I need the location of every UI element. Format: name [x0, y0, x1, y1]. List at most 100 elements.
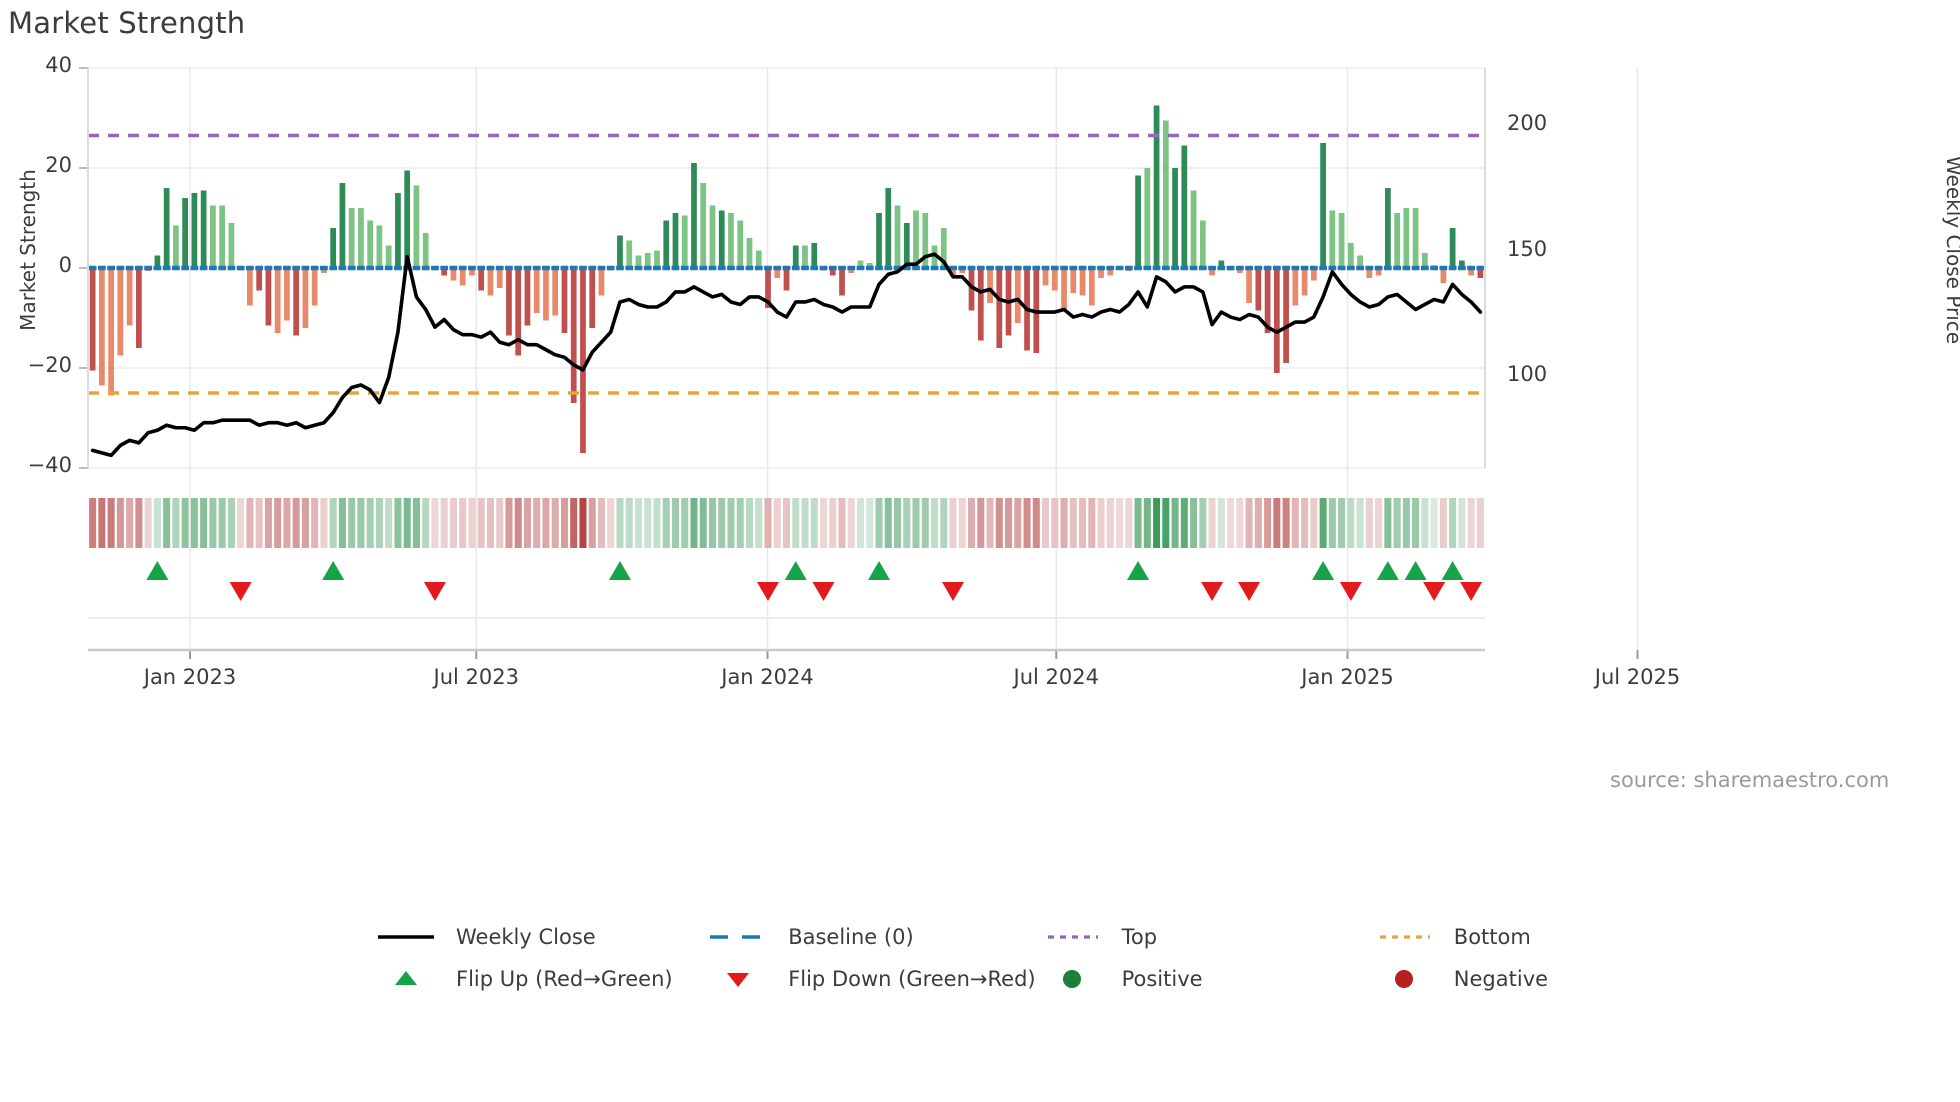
legend-item[interactable]: Top [1036, 925, 1368, 949]
bar [1283, 268, 1289, 363]
bar [1190, 190, 1197, 268]
heatmap-cell [570, 498, 578, 548]
bar [1459, 260, 1465, 268]
heatmap-cell [153, 498, 161, 548]
heatmap-cell [847, 498, 855, 548]
heatmap-cell [301, 498, 309, 548]
bar [598, 268, 605, 296]
legend-item[interactable]: Negative [1368, 967, 1700, 991]
bar [866, 263, 873, 268]
heatmap-cell [1310, 498, 1318, 548]
bar [496, 268, 503, 288]
bar [395, 193, 401, 268]
heatmap-cell [736, 498, 744, 548]
bar [89, 268, 96, 371]
heatmap-cell [200, 498, 208, 548]
heatmap-cell [1291, 498, 1299, 548]
heatmap-cell [237, 498, 245, 548]
bar [654, 250, 660, 268]
bar [1144, 168, 1151, 268]
bar [737, 220, 744, 268]
bar [182, 198, 189, 268]
bar [1468, 268, 1474, 276]
bar [626, 240, 633, 268]
heatmap-cell [1245, 498, 1253, 548]
legend-label: Baseline (0) [788, 925, 914, 949]
heatmap-cell [1180, 498, 1188, 548]
heatmap-cell [1143, 498, 1151, 548]
flip-down-marker [1238, 582, 1261, 601]
flip-up-marker [608, 561, 631, 580]
heatmap-cell [968, 498, 976, 548]
x-axis-tick-label: Jan 2024 [721, 665, 814, 689]
heatmap-cell [292, 498, 300, 548]
heatmap-cell [1375, 498, 1383, 548]
heatmap-cell [1301, 498, 1309, 548]
bar [617, 235, 623, 268]
bar [404, 170, 411, 268]
heatmap-cell [459, 498, 467, 548]
bar [876, 213, 882, 268]
heatmap-cell [107, 498, 115, 548]
flip-up-marker [1441, 561, 1464, 580]
heatmap-cell [449, 498, 457, 548]
axis-lines [87, 68, 1486, 652]
heatmap-cell [116, 498, 124, 548]
y-axis-left-tick-label: −40 [27, 453, 72, 477]
legend-label: Top [1121, 925, 1158, 949]
heatmap-cell [579, 498, 587, 548]
heatmap-cell [551, 498, 559, 548]
bar [228, 223, 235, 268]
bar [718, 210, 725, 268]
heatmap-cell [810, 498, 818, 548]
legend-item[interactable]: Bottom [1368, 925, 1700, 949]
heatmap-cell [597, 498, 605, 548]
bar [1070, 268, 1077, 293]
legend-item[interactable]: Weekly Close [370, 925, 702, 949]
bar [200, 190, 207, 268]
legend-item[interactable]: Positive [1036, 967, 1368, 991]
bar [1088, 268, 1095, 306]
heatmap-cell [1190, 498, 1198, 548]
bar [413, 185, 420, 268]
heatmap-cell [1199, 498, 1207, 548]
heatmap-cell [144, 498, 152, 548]
heatmap-cell [1116, 498, 1124, 548]
legend-label: Positive [1121, 967, 1203, 991]
source-annotation: source: sharemaestro.com [1610, 768, 1890, 792]
bar [1292, 268, 1299, 306]
line-solid-black-icon [370, 925, 442, 949]
heatmap-cell [523, 498, 531, 548]
heatmap-cell [89, 498, 97, 548]
weekly-close-path [90, 252, 1483, 458]
bar [284, 268, 290, 321]
heatmap-cell [431, 498, 439, 548]
bar [783, 268, 790, 291]
bar [922, 213, 929, 268]
bar [1098, 268, 1104, 278]
bar [1181, 145, 1188, 268]
heatmap-cell [533, 498, 541, 548]
heatmap-cell [653, 498, 661, 548]
legend-item[interactable]: Flip Up (Red→Green) [370, 967, 702, 991]
legend-label: Flip Down (Green→Red) [788, 967, 1036, 991]
bar [1375, 268, 1382, 276]
bar [422, 233, 429, 268]
heatmap-cell [1032, 498, 1040, 548]
heatmap-cell [1079, 498, 1087, 548]
bar [163, 188, 170, 268]
bar [903, 223, 910, 268]
heatmap-cell [986, 498, 994, 548]
heatmap-cell [514, 498, 522, 548]
bar [561, 268, 568, 333]
triangle-down-red-icon [702, 967, 774, 991]
bar [792, 245, 799, 268]
heatmap-cell [1458, 498, 1466, 548]
heatmap-cell [940, 498, 948, 548]
heatmap-cell [505, 498, 513, 548]
legend-item[interactable]: Flip Down (Green→Red) [702, 967, 1036, 991]
heatmap-cell [782, 498, 791, 548]
legend-item[interactable]: Baseline (0) [702, 925, 1035, 949]
bar [1403, 208, 1410, 268]
heatmap-cell [496, 498, 504, 548]
